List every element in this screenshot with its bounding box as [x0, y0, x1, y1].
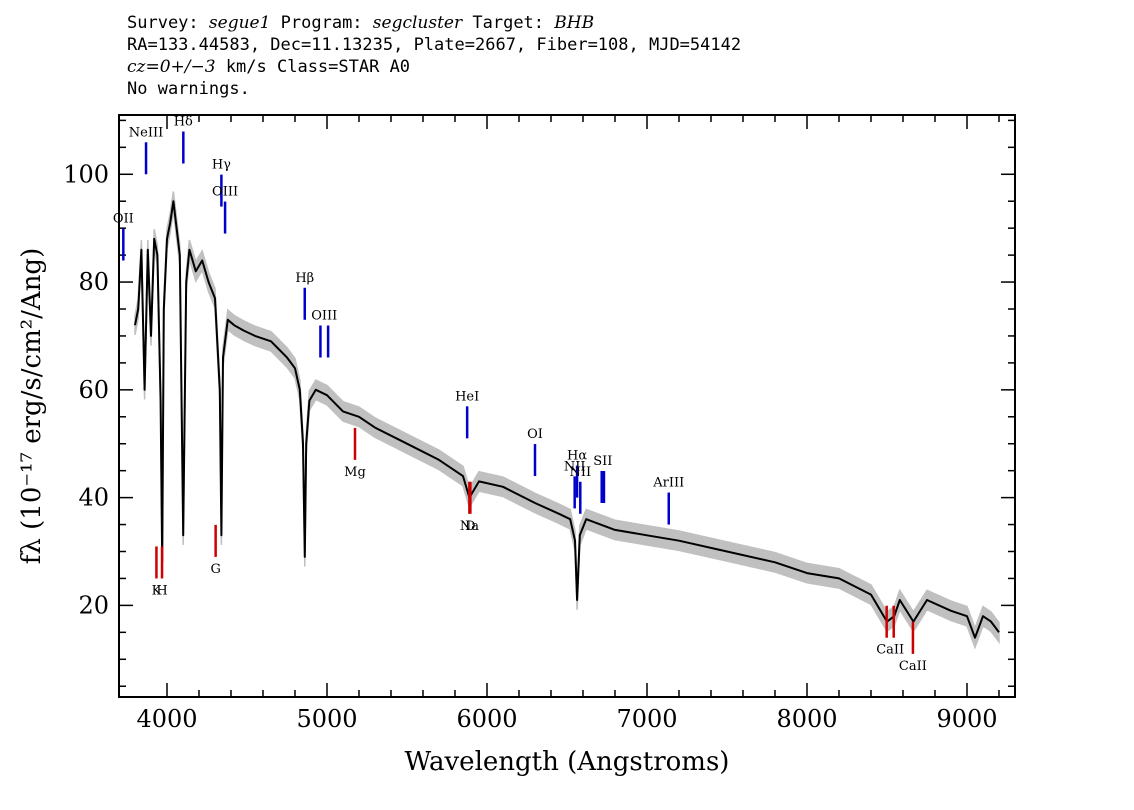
y-tick-label: 40 [78, 484, 109, 512]
class-value: km/s Class=STAR A0 [215, 57, 411, 77]
line-label-Na: Na [460, 519, 479, 534]
line-label-H: H [156, 583, 167, 598]
header-line-3: cz=0+/−3 km/s Class=STAR A0 [127, 56, 741, 78]
header-line-2: RA=133.44583, Dec=11.13235, Plate=2667, … [127, 35, 742, 55]
line-label-NII: NII [569, 465, 591, 480]
line-label-Hβ: Hβ [295, 271, 314, 286]
line-label-OI: OI [527, 427, 543, 442]
line-label-CaII: CaII [876, 643, 904, 658]
error-band-area [134, 191, 1000, 650]
y-axis-title: fλ (10⁻¹⁷ erg/s/cm²/Ang) [17, 248, 47, 564]
line-label-SII: SII [593, 454, 612, 469]
x-tick-label: 4000 [136, 705, 197, 733]
x-tick-label: 6000 [456, 705, 517, 733]
target-key: Target: [472, 13, 545, 33]
line-label-NII: NII [564, 459, 586, 474]
line-label-HeI: HeI [455, 389, 479, 404]
spectral-line-markers: OIINeIIIHδHγOIIIHβOIIIHeIOIHαNIINIISIIAr… [113, 115, 927, 674]
line-label-Hα: Hα [567, 449, 587, 464]
axis-ticks: 4000 5000 6000 7000 8000 9000 20 40 60 80 100 [63, 115, 1015, 733]
line-label-OIII: OIII [212, 185, 238, 200]
survey-key: Survey: [127, 13, 199, 33]
x-axis-title: Wavelength (Angstroms) [405, 747, 730, 777]
program-value: segcluster [372, 13, 463, 33]
target-value: BHB [554, 13, 595, 33]
header-line-1: Survey: segue1 Program: segcluster Targe… [127, 12, 741, 34]
x-tick-label: 7000 [616, 705, 677, 733]
x-tick-label: 9000 [936, 705, 997, 733]
spectrum-series [134, 200, 1000, 639]
survey-value: segue1 [208, 13, 271, 33]
x-tick-label: 5000 [296, 705, 357, 733]
line-label-G: G [210, 562, 220, 577]
redshift-value: cz=0+/−3 [127, 57, 216, 77]
line-label-Hδ: Hδ [174, 115, 193, 130]
y-tick-label: 100 [63, 160, 109, 188]
y-tick-label: 80 [78, 268, 109, 296]
error-band [134, 191, 1000, 650]
line-label-CaII: CaII [899, 659, 927, 674]
line-label-D: D [465, 519, 475, 534]
line-label-Mg: Mg [344, 465, 366, 480]
line-label-OIII: OIII [311, 309, 337, 324]
program-key: Program: [280, 13, 363, 33]
spectrum-line [134, 200, 1000, 639]
header-line-4: No warnings. [127, 79, 250, 99]
line-label-ArIII: ArIII [652, 476, 684, 491]
line-label-K: K [152, 583, 162, 598]
y-tick-label: 60 [78, 376, 109, 404]
x-tick-label: 8000 [776, 705, 837, 733]
plot-frame [118, 114, 1016, 698]
spectrum-header: Survey: segue1 Program: segcluster Targe… [127, 12, 741, 100]
line-label-NeIII: NeIII [129, 125, 163, 140]
line-label-OII: OII [113, 212, 134, 227]
line-label-Hγ: Hγ [212, 158, 231, 173]
y-tick-label: 20 [78, 591, 109, 619]
